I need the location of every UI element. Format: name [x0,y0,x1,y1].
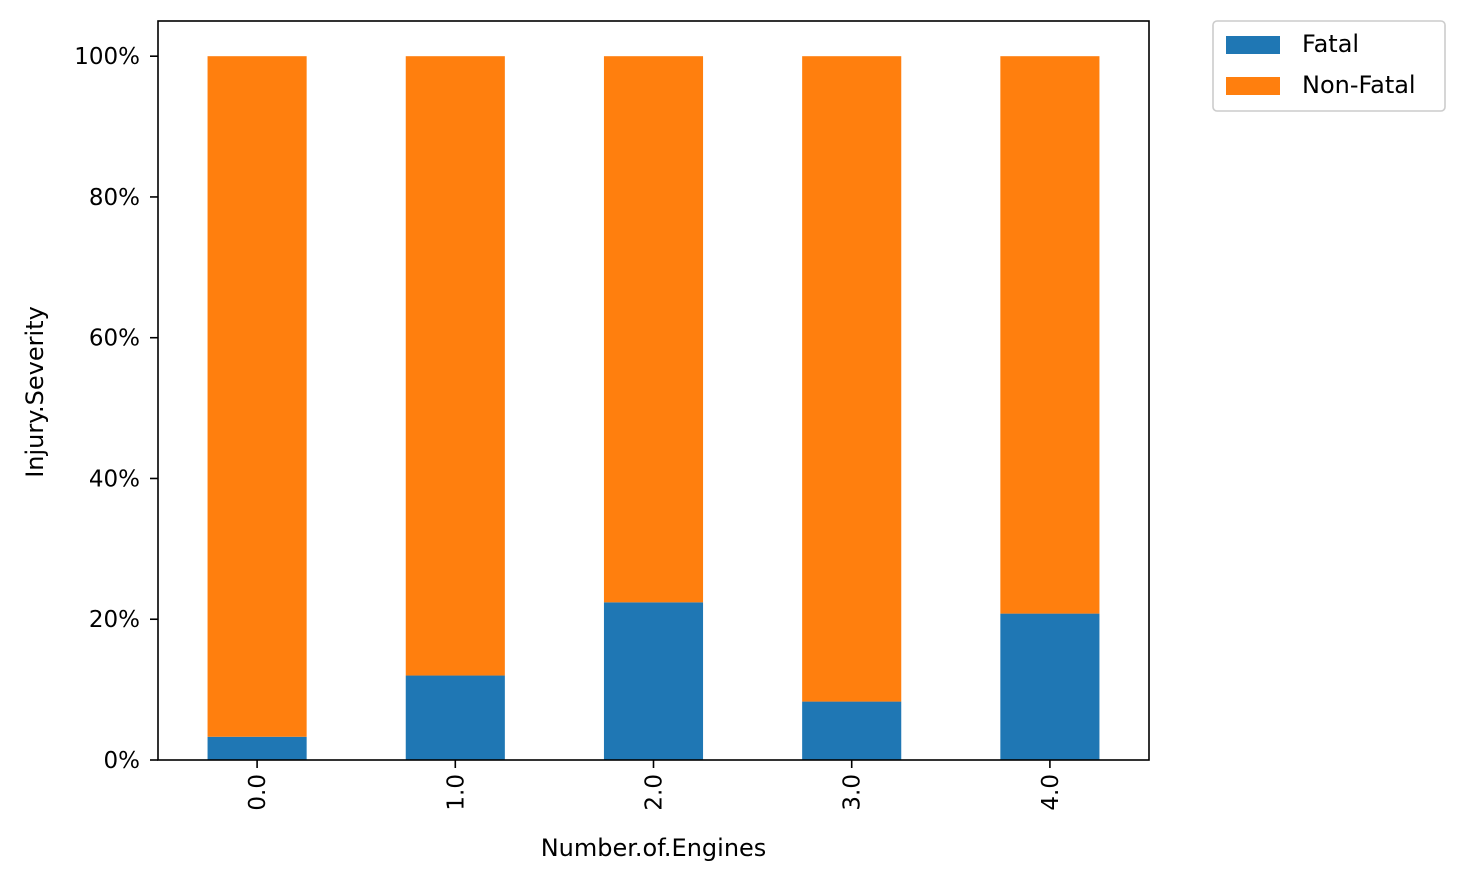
y-tick-label: 80% [89,185,140,211]
bars-layer [207,56,1100,760]
bar-non-fatal-3 [802,56,902,702]
legend-swatch-fatal [1226,36,1280,54]
x-tick-label: 4.0 [1038,774,1064,811]
y-axis: 0% 20% 40% 60% 80% 100% [74,44,158,774]
y-tick-label: 0% [104,748,141,774]
bar-fatal-0 [207,736,307,760]
bar-fatal-3 [802,701,902,760]
bar-non-fatal-4 [1000,56,1100,614]
x-axis: 0.0 1.0 2.0 3.0 4.0 [245,760,1064,811]
x-tick-label: 1.0 [443,774,469,811]
legend-label-non-fatal: Non-Fatal [1302,71,1416,99]
bar-fatal-2 [603,602,704,760]
y-tick-label: 20% [89,607,140,633]
x-tick-label: 2.0 [642,774,668,811]
y-axis-label: Injury.Severity [21,306,49,478]
y-tick-label: 60% [89,326,140,352]
bar-non-fatal-0 [207,56,307,737]
x-axis-label: Number.of.Engines [541,834,767,862]
y-tick-label: 100% [74,44,140,70]
bar-non-fatal-2 [603,56,704,603]
legend-label-fatal: Fatal [1302,30,1359,58]
y-tick-label: 40% [89,466,140,492]
x-tick-label: 0.0 [245,774,271,811]
bar-fatal-4 [1000,613,1100,760]
bar-fatal-1 [405,675,505,760]
bar-non-fatal-1 [405,56,505,676]
x-tick-label: 3.0 [840,774,866,811]
legend: Fatal Non-Fatal [1212,20,1446,112]
legend-swatch-non-fatal [1226,77,1280,95]
